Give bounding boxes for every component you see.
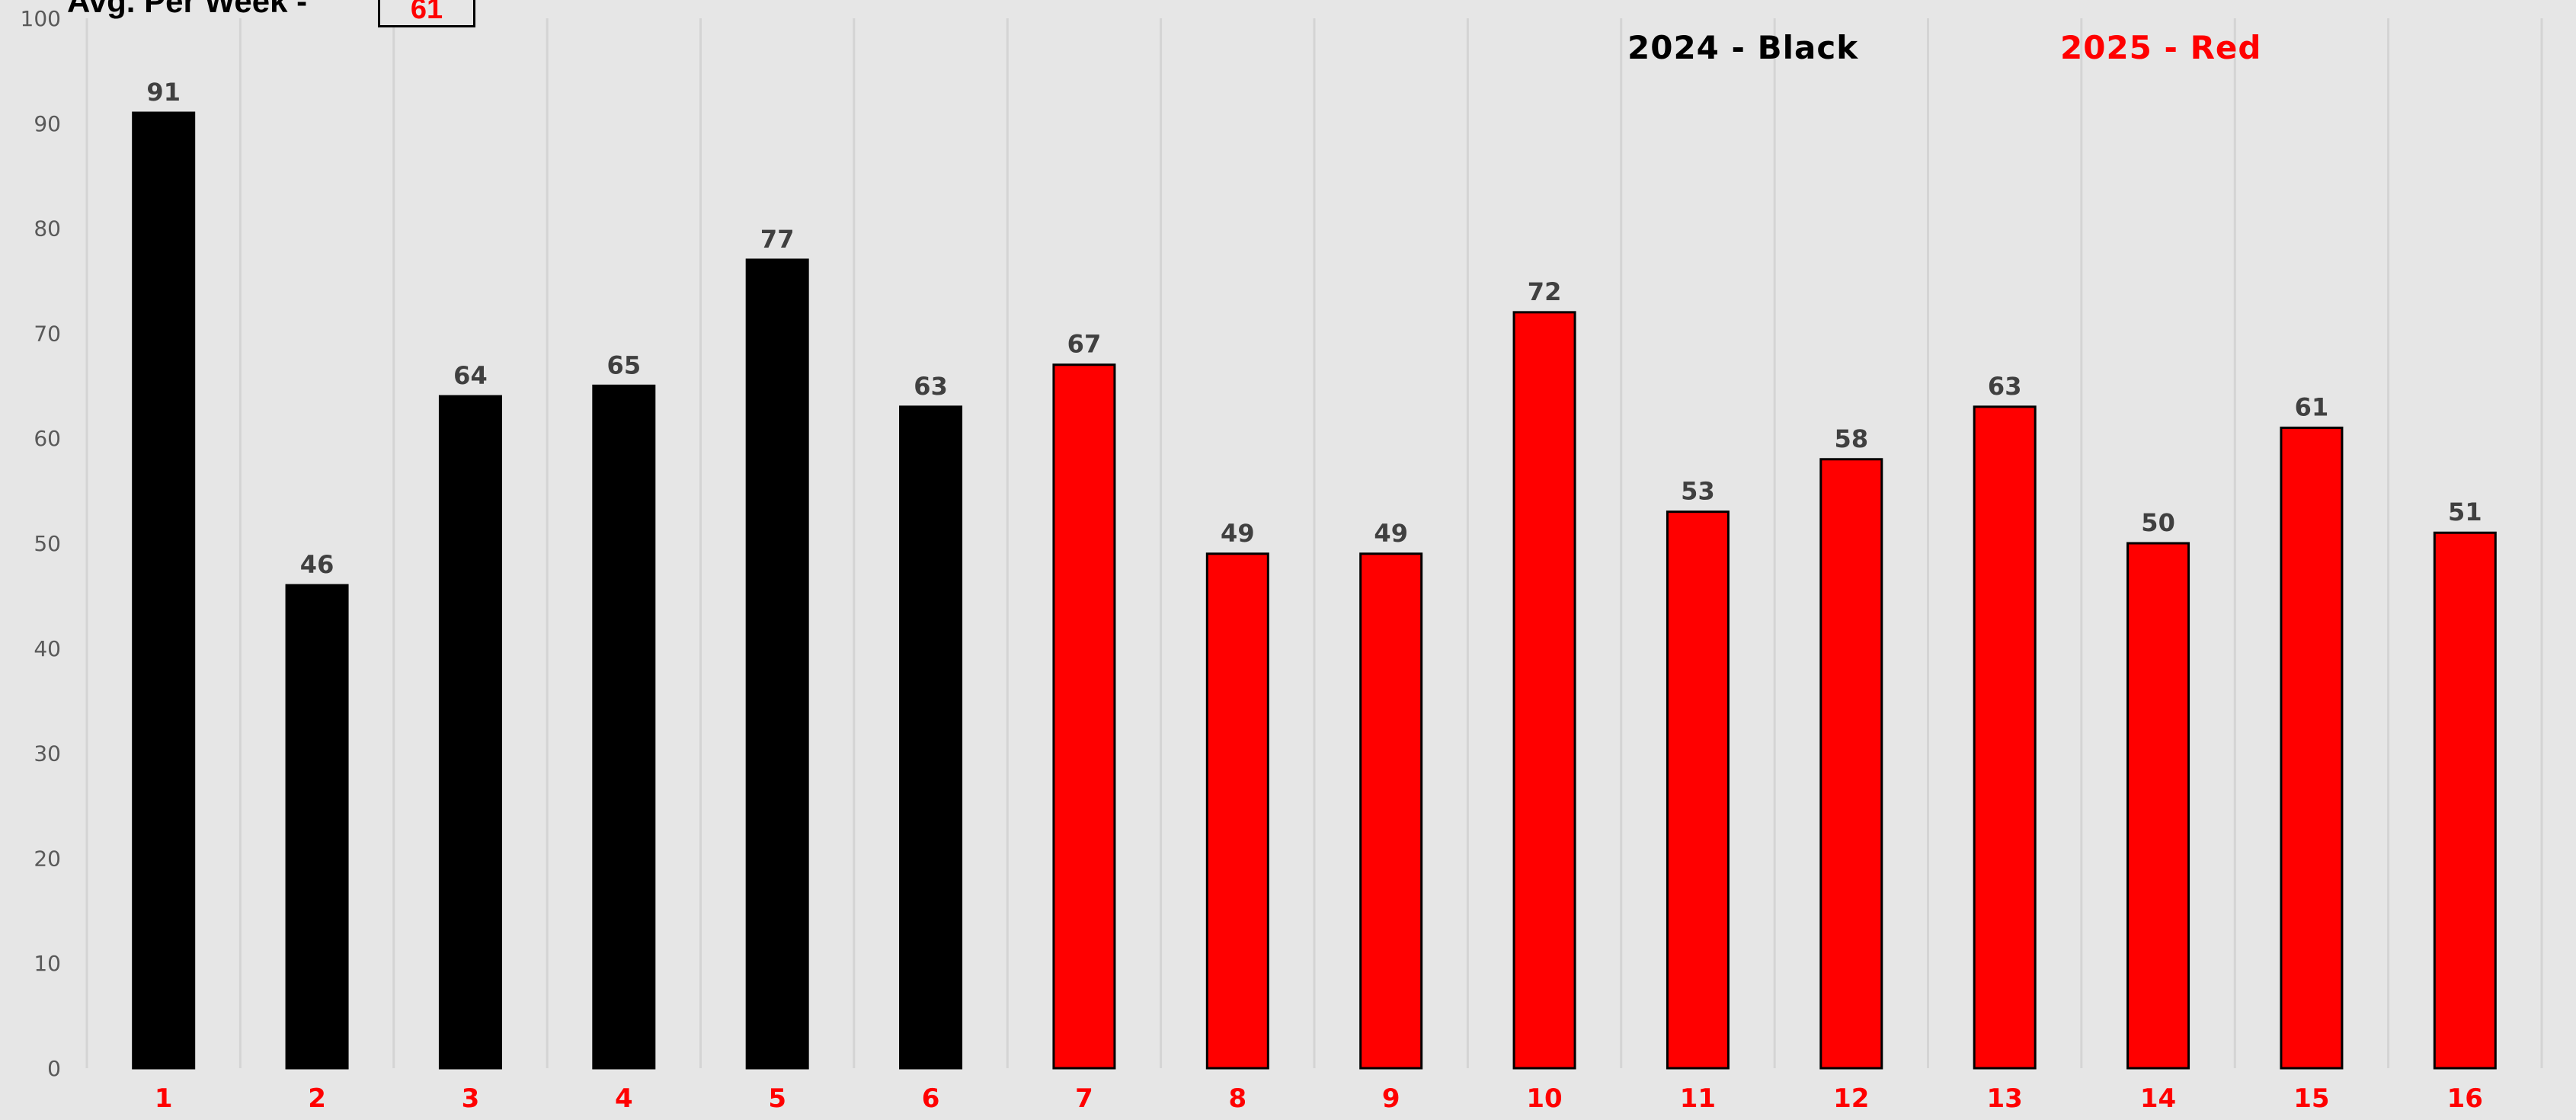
x-tick-label: 12: [1833, 1083, 1869, 1114]
bar-value-label: 65: [607, 350, 642, 379]
bar: [2126, 542, 2190, 1070]
x-tick-label: 6: [922, 1083, 940, 1114]
bar: [285, 584, 349, 1070]
x-tick-label: 1: [155, 1083, 173, 1114]
bar-value-label: 63: [1988, 372, 2022, 401]
x-tick-label: 9: [1382, 1083, 1400, 1114]
x-tick-label: 8: [1228, 1083, 1246, 1114]
x-tick-label: 10: [1526, 1083, 1562, 1114]
bar: [1512, 311, 1576, 1070]
bar: [1052, 363, 1116, 1070]
bar-value-label: 58: [1835, 424, 1869, 453]
bar: [2280, 426, 2344, 1070]
y-tick-label: 70: [34, 321, 61, 346]
legend-2025: 2025 - Red: [2060, 29, 2262, 66]
x-tick-label: 5: [768, 1083, 786, 1114]
bar-value-label: 50: [2141, 508, 2175, 537]
y-tick-label: 30: [34, 741, 61, 766]
y-tick-label: 80: [34, 216, 61, 242]
bar-value-label: 64: [453, 361, 488, 390]
x-tick-label: 7: [1075, 1083, 1093, 1114]
x-tick-label: 2: [308, 1083, 326, 1114]
y-tick-label: 0: [47, 1056, 61, 1081]
bar: [899, 405, 963, 1070]
x-tick-label: 14: [2140, 1083, 2176, 1114]
bar-value-label: 51: [2448, 498, 2482, 526]
x-tick-label: 11: [1680, 1083, 1716, 1114]
bar-value-label: 49: [1374, 519, 1408, 548]
bar-value-label: 46: [300, 550, 334, 579]
bar-value-label: 77: [760, 225, 795, 254]
y-tick-label: 20: [34, 846, 61, 871]
x-tick-label: 3: [462, 1083, 480, 1114]
x-tick-label: 4: [615, 1083, 633, 1114]
y-tick-label: 90: [34, 111, 61, 136]
bar: [2433, 531, 2497, 1070]
avg-per-week-value: 61: [378, 0, 475, 27]
y-tick-label: 10: [34, 951, 61, 976]
bar-value-label: 67: [1067, 330, 1102, 359]
x-tick-label: 16: [2447, 1083, 2483, 1114]
bar: [1819, 458, 1883, 1070]
bar: [438, 395, 502, 1070]
y-tick-label: 60: [34, 426, 61, 451]
y-tick-label: 100: [21, 6, 61, 31]
x-tick-label: 15: [2293, 1083, 2329, 1114]
bar: [1359, 552, 1423, 1070]
bar: [1205, 552, 1269, 1070]
bar: [132, 111, 196, 1070]
bar: [592, 384, 656, 1070]
legend-2024: 2024 - Black: [1627, 29, 1859, 66]
bar-value-label: 53: [1681, 477, 1715, 506]
y-tick-label: 40: [34, 636, 61, 661]
bar-value-label: 72: [1528, 277, 1562, 306]
bar: [1973, 405, 2037, 1070]
bar-value-label: 61: [2295, 392, 2329, 421]
bar: [745, 258, 809, 1070]
x-tick-label: 13: [1987, 1083, 2023, 1114]
bar: [1666, 510, 1730, 1070]
bar-value-label: 63: [914, 372, 948, 401]
bar-value-label: 49: [1221, 519, 1255, 548]
y-tick-label: 50: [34, 531, 61, 556]
bar-value-label: 91: [146, 78, 181, 107]
avg-per-week-label: Avg. Per Week -: [67, 0, 308, 19]
